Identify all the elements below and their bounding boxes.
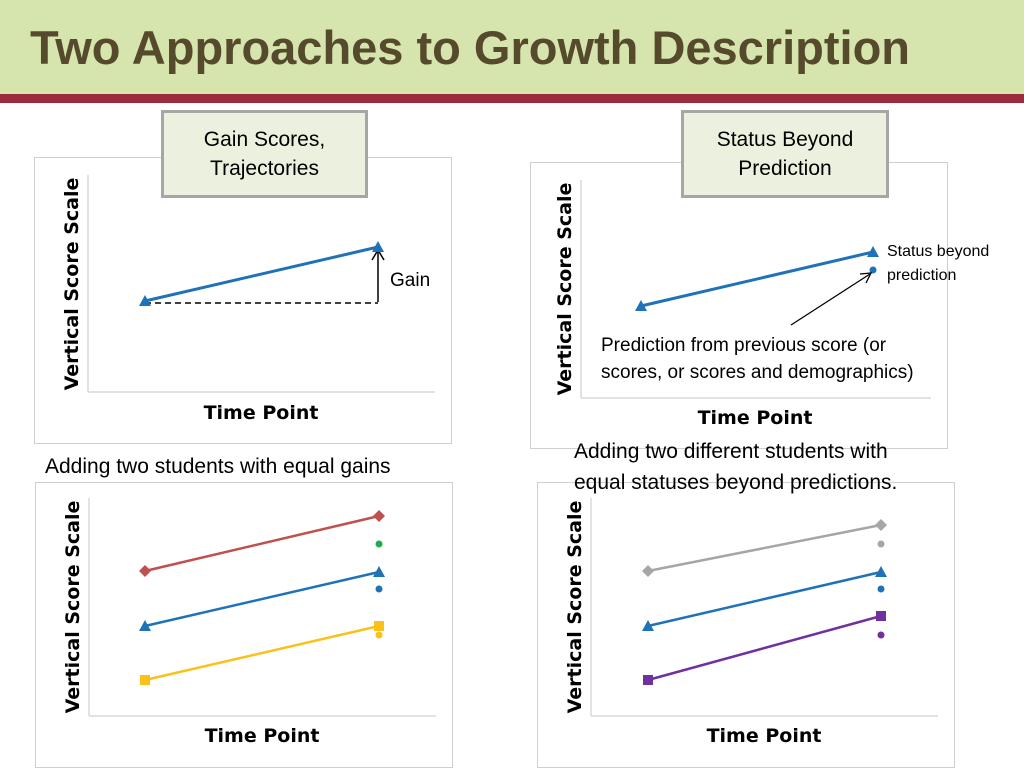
predicted-score-dot [869, 266, 877, 274]
status-beyond-label-line1: Status beyond [887, 243, 989, 260]
trajectory-point-start [635, 300, 647, 311]
purple-trajectory-line [647, 614, 882, 682]
equal-statuses-panel: Vertical Score Scale Time Point [537, 482, 955, 768]
prediction-note-line2: scores, or scores and demographics) [601, 362, 914, 383]
y-axis-label: Vertical Score Scale [564, 501, 586, 714]
equal-gains-caption: Adding two students with equal gains [45, 455, 391, 478]
gain-score-plot: Vertical Score Scale Time Point Gain [61, 175, 435, 424]
gain-scores-label-line2: Trajectories [210, 157, 319, 180]
blue-trajectory-line [144, 570, 380, 628]
x-axis-label: Time Point [698, 407, 813, 429]
purple-point-end [876, 611, 886, 621]
gray-predicted-dot [877, 540, 885, 548]
gold-point-start [140, 675, 150, 685]
equal-statuses-caption: Adding two different students with equal… [574, 436, 897, 498]
y-axis-label: Vertical Score Scale [554, 183, 576, 396]
equal-gains-plot: Vertical Score Scale Time Point [62, 498, 436, 747]
red-trajectory-line [144, 514, 380, 573]
trajectory-point-start [139, 295, 151, 306]
status-beyond-label-line2: prediction [887, 267, 956, 284]
prediction-arrowhead [859, 272, 873, 284]
status-beyond-label-line1: Status Beyond [716, 128, 854, 151]
x-axis-label: Time Point [205, 725, 320, 747]
blue-predicted-dot [877, 585, 885, 593]
trajectory-point-end [867, 246, 879, 257]
green-predicted-dot [375, 540, 383, 548]
gain-score-panel: Vertical Score Scale Time Point Gain [34, 157, 452, 444]
x-axis-label: Time Point [707, 725, 822, 747]
purple-point-start [643, 675, 653, 685]
blue-point-end [373, 566, 385, 577]
slide-title: Two Approaches to Growth Description [30, 21, 910, 74]
gray-trajectory-line [647, 523, 882, 573]
equal-statuses-plot: Vertical Score Scale Time Point [564, 498, 938, 747]
trajectory-point-end [372, 241, 384, 252]
title-banner [0, 0, 1024, 94]
red-point-start [139, 565, 151, 577]
status-beyond-label: Status beyond prediction [887, 243, 994, 284]
prediction-note-line1: Prediction from previous score (or [601, 335, 887, 356]
equal-statuses-caption-line2: equal statuses beyond predictions. [574, 471, 898, 494]
blue-predicted-dot [375, 585, 383, 593]
red-point-end [373, 510, 385, 522]
prediction-arrow [790, 273, 871, 326]
prediction-note: Prediction from previous score (or score… [601, 335, 914, 383]
gold-point-end [374, 621, 384, 631]
trajectory-line [640, 250, 874, 308]
status-plot: Vertical Score Scale Time Point Status b… [554, 180, 989, 429]
gold-predicted-dot [375, 631, 383, 639]
status-beyond-prediction-panel: Vertical Score Scale Time Point Status b… [530, 162, 989, 449]
blue-point-start [642, 620, 654, 631]
gray-point-end [875, 519, 887, 531]
gold-trajectory-line [144, 624, 380, 682]
blue-point-start [139, 620, 151, 631]
gain-scores-label-line1: Gain Scores, [203, 128, 326, 151]
blue-trajectory-line [647, 570, 882, 628]
y-axis-label: Vertical Score Scale [61, 178, 83, 391]
trajectory-line [144, 245, 379, 303]
equal-gains-panel: Vertical Score Scale Time Point [35, 482, 453, 768]
status-beyond-label-line2: Prediction [738, 157, 832, 180]
title-divider [0, 94, 1024, 103]
gain-label: Gain [390, 270, 430, 291]
y-axis-label: Vertical Score Scale [62, 501, 84, 714]
gray-point-start [642, 565, 654, 577]
status-beyond-label-box: Status Beyond Prediction [681, 110, 889, 198]
equal-statuses-caption-line1: Adding two different students with [574, 440, 888, 463]
gain-scores-label-box: Gain Scores, Trajectories [161, 110, 368, 198]
purple-predicted-dot [877, 631, 885, 639]
blue-point-end [875, 566, 887, 577]
x-axis-label: Time Point [204, 402, 319, 424]
